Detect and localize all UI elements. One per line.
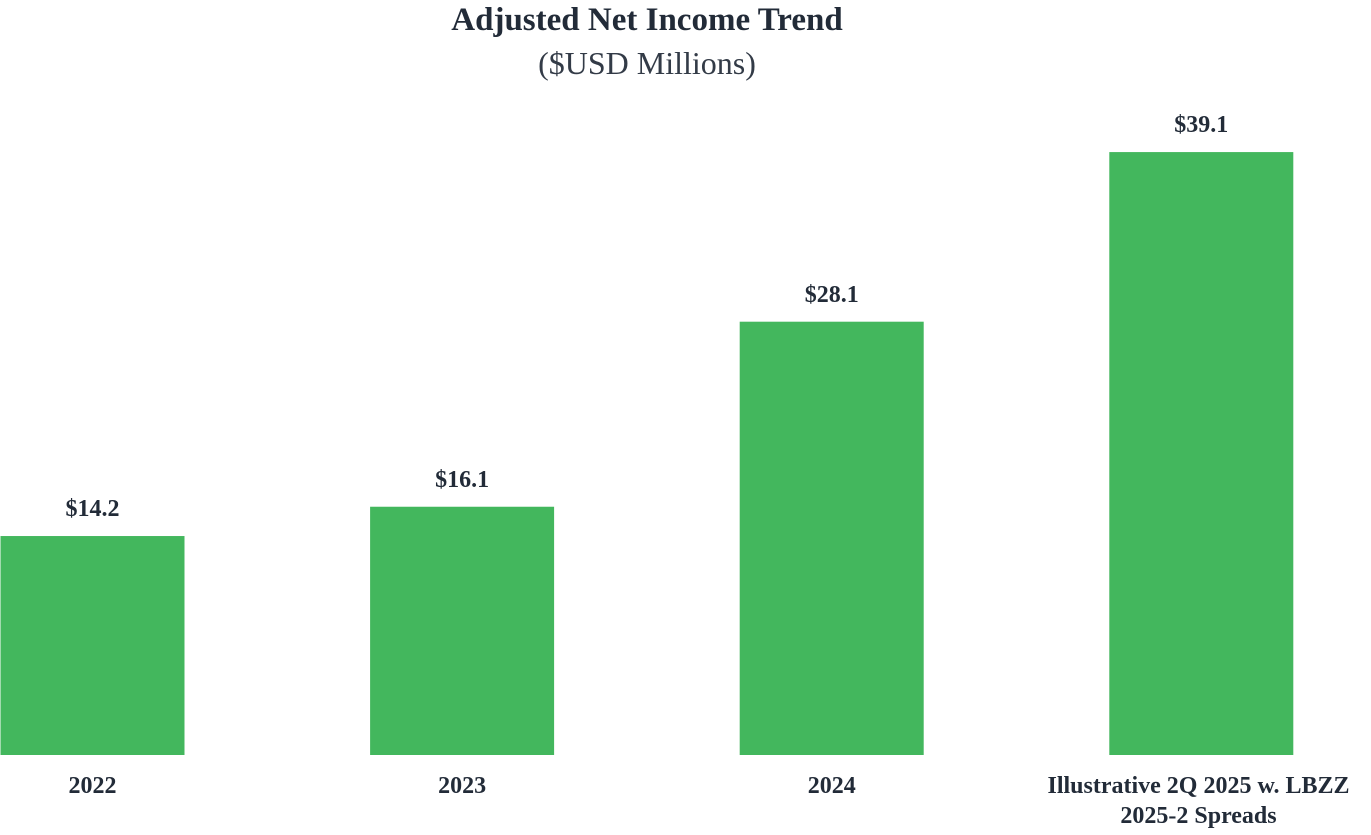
value-label: $14.2	[65, 496, 120, 523]
bar	[739, 321, 924, 755]
value-label: $28.1	[804, 281, 859, 308]
x-tick-label: 2022	[68, 773, 117, 799]
chart-title: Adjusted Net Income Trend	[451, 2, 843, 38]
x-tick-label: 2023	[438, 773, 487, 799]
value-label: $16.1	[435, 466, 490, 493]
bar	[370, 506, 555, 755]
x-tick-label: 2024	[807, 773, 856, 799]
bar	[1109, 152, 1294, 755]
x-tick-label: Illustrative 2Q 2025 w. LBZZ 2025-2 Spre…	[1047, 773, 1350, 829]
value-label: $39.1	[1174, 112, 1229, 139]
bar	[0, 536, 185, 755]
chart-subtitle: ($USD Millions)	[538, 45, 756, 81]
